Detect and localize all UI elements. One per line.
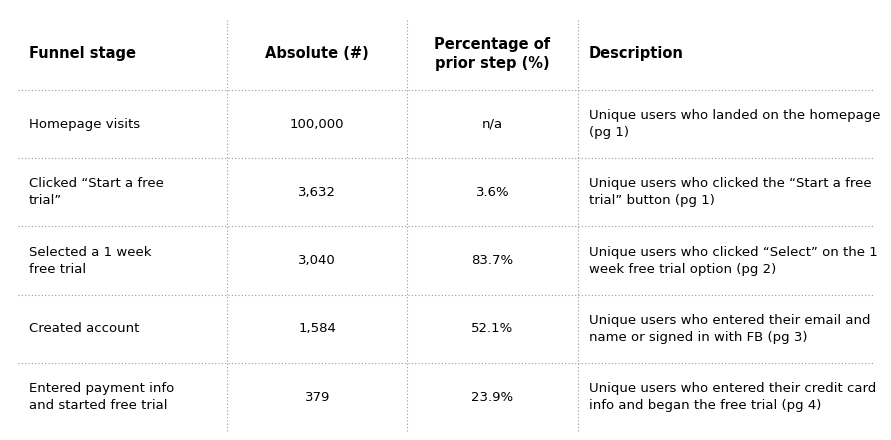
Text: 23.9%: 23.9% bbox=[471, 391, 513, 403]
Text: Unique users who entered their email and
name or signed in with FB (pg 3): Unique users who entered their email and… bbox=[589, 314, 871, 344]
Text: Funnel stage: Funnel stage bbox=[29, 46, 135, 61]
Text: Entered payment info
and started free trial: Entered payment info and started free tr… bbox=[29, 382, 174, 412]
Text: Unique users who clicked the “Start a free
trial” button (pg 1): Unique users who clicked the “Start a fr… bbox=[589, 177, 871, 207]
Text: Unique users who clicked “Select” on the 1
week free trial option (pg 2): Unique users who clicked “Select” on the… bbox=[589, 246, 878, 275]
Text: Percentage of
prior step (%): Percentage of prior step (%) bbox=[435, 37, 551, 71]
Text: Unique users who landed on the homepage
(pg 1): Unique users who landed on the homepage … bbox=[589, 109, 880, 139]
Text: 379: 379 bbox=[305, 391, 330, 403]
Text: 52.1%: 52.1% bbox=[471, 323, 514, 335]
Text: 1,584: 1,584 bbox=[298, 323, 336, 335]
Text: Clicked “Start a free
trial”: Clicked “Start a free trial” bbox=[29, 177, 163, 207]
Text: 3,632: 3,632 bbox=[298, 186, 336, 199]
Text: 3,040: 3,040 bbox=[298, 254, 336, 267]
Text: 100,000: 100,000 bbox=[290, 117, 345, 131]
Text: Description: Description bbox=[589, 46, 683, 61]
Text: Unique users who entered their credit card
info and began the free trial (pg 4): Unique users who entered their credit ca… bbox=[589, 382, 876, 412]
Text: Homepage visits: Homepage visits bbox=[29, 117, 140, 131]
Text: Absolute (#): Absolute (#) bbox=[266, 46, 369, 61]
Text: 83.7%: 83.7% bbox=[471, 254, 513, 267]
Text: 3.6%: 3.6% bbox=[476, 186, 510, 199]
Text: Created account: Created account bbox=[29, 323, 139, 335]
Text: Selected a 1 week
free trial: Selected a 1 week free trial bbox=[29, 246, 151, 275]
Text: n/a: n/a bbox=[482, 117, 503, 131]
